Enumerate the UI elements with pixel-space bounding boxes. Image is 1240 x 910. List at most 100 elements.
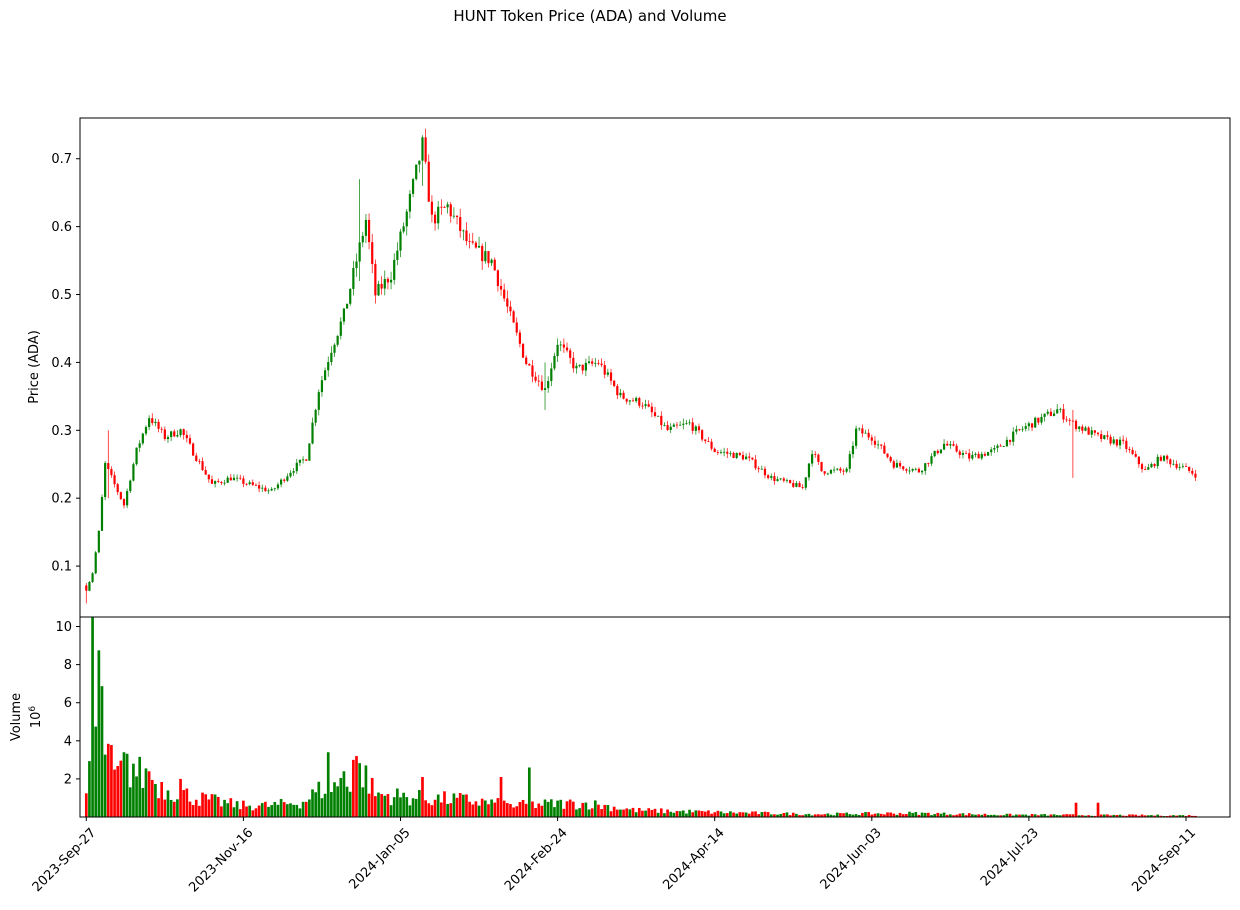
volume-bar: [813, 814, 817, 817]
candle-body: [1175, 463, 1178, 468]
volume-bar: [839, 813, 842, 817]
volume-bar: [348, 791, 352, 817]
volume-bar: [392, 797, 396, 817]
candle-body: [562, 344, 565, 348]
candle-body: [760, 468, 763, 470]
candle-body: [1144, 469, 1147, 470]
candle-body: [701, 430, 704, 440]
candle-body: [688, 422, 691, 424]
candle-body: [1115, 439, 1118, 446]
volume-bar: [474, 801, 478, 817]
volume-bar: [396, 788, 399, 817]
volume-bar: [336, 786, 339, 817]
volume-bar: [418, 790, 421, 817]
candle-body: [289, 472, 292, 477]
volume-bar: [795, 813, 798, 817]
candle-body: [1181, 466, 1184, 468]
volume-bar: [245, 806, 248, 817]
volume-bar: [314, 792, 317, 817]
volume-bar: [845, 812, 849, 817]
volume-bar: [1121, 815, 1125, 817]
price-y-axis: 0.1 0.2 0.3 0.4 0.5 0.6 0.7: [51, 152, 80, 575]
chart-title: HUNT Token Price (ADA) and Volume: [453, 7, 726, 25]
volume-bar: [358, 763, 361, 817]
volume-bar: [304, 801, 308, 817]
candle-body: [892, 461, 895, 468]
candle-body: [364, 219, 368, 236]
candle-body: [584, 362, 587, 371]
candle-body: [528, 363, 531, 366]
candle-body: [1034, 417, 1037, 428]
volume-bar: [119, 760, 123, 817]
candle-body: [468, 241, 471, 242]
volume-bar: [939, 813, 943, 817]
candle-body: [902, 466, 905, 470]
volume-bar: [725, 813, 729, 817]
volume-bar: [568, 799, 572, 817]
volume-bar: [1046, 815, 1050, 817]
volume-bar: [1168, 815, 1172, 817]
volume-bar: [326, 752, 330, 817]
volume-bar: [477, 805, 481, 817]
volume-bar: [355, 756, 358, 817]
volume-bar: [917, 814, 921, 817]
volume-bar: [754, 811, 757, 817]
volume-bar: [565, 801, 569, 817]
candle-body: [1018, 429, 1021, 431]
candle-body: [531, 365, 534, 377]
candle-body: [1049, 411, 1053, 416]
candle-body: [763, 468, 767, 476]
volume-bar: [562, 808, 566, 817]
volume-bar: [1005, 813, 1009, 817]
volume-bar: [989, 814, 993, 817]
candle-body: [723, 451, 726, 453]
volume-bar: [584, 802, 588, 817]
volume-bar: [342, 771, 346, 817]
volume-bar: [264, 801, 267, 817]
candle-body: [195, 455, 198, 461]
candle-body: [512, 311, 515, 323]
candle-body: [685, 422, 688, 424]
volume-bar: [292, 804, 295, 817]
volume-bar: [179, 778, 182, 817]
candle-body: [845, 468, 848, 472]
volume-bar: [820, 814, 823, 817]
volume-bar: [669, 811, 673, 817]
candle-body: [713, 448, 716, 453]
volume-bar: [122, 752, 126, 817]
volume-bar: [930, 815, 933, 817]
candle-body: [990, 449, 993, 453]
candle-body: [179, 429, 182, 436]
candle-body: [770, 476, 773, 478]
candle-body: [245, 483, 248, 485]
volume-bar: [106, 743, 110, 817]
volume-bar: [339, 777, 343, 817]
candle-body: [484, 251, 487, 262]
volume-bar: [694, 810, 698, 817]
candle-body: [100, 497, 104, 531]
volume-bar: [411, 798, 415, 817]
candle-body: [217, 481, 220, 482]
candle-body: [521, 343, 525, 358]
volume-bar: [125, 753, 129, 817]
volume-bar: [854, 814, 858, 817]
volume-bar: [110, 745, 113, 817]
volume-bar: [1153, 815, 1156, 817]
price-y-axis-label: Price (ADA): [27, 330, 42, 404]
candle-body: [732, 452, 735, 458]
candle-body: [641, 405, 644, 407]
candle-body: [166, 437, 170, 440]
volume-bar: [1140, 814, 1144, 817]
candle-body: [91, 573, 94, 582]
volume-y-axis-unit: 106: [28, 706, 44, 729]
candle-body: [993, 448, 996, 450]
volume-bar: [509, 804, 512, 817]
volume-bar: [1052, 814, 1056, 817]
candle-body: [487, 251, 490, 264]
candle-body: [295, 462, 298, 472]
candle-body: [342, 308, 346, 322]
candle-body: [864, 432, 867, 434]
candle-body: [314, 409, 317, 423]
volume-bar: [659, 808, 663, 817]
candle-body: [795, 483, 798, 487]
